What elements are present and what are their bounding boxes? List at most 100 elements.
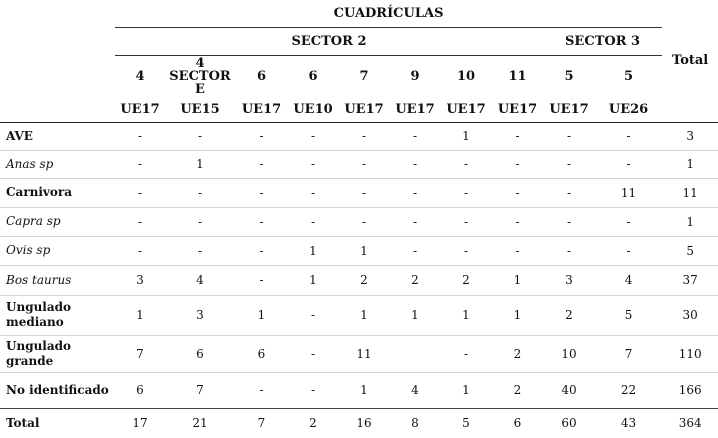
ue: UE17 bbox=[446, 101, 486, 117]
table-row: SECTOR 2 SECTOR 3 bbox=[0, 27, 718, 56]
cell: - bbox=[288, 206, 338, 236]
cell: 8 bbox=[390, 407, 440, 438]
cell: 11 bbox=[595, 177, 663, 207]
corner bbox=[0, 0, 115, 122]
cuadricula: 10 bbox=[456, 68, 476, 84]
row-label: Carnivora bbox=[0, 177, 115, 207]
row-label: No identificado bbox=[0, 371, 115, 408]
table-row: Ungulado mediano 1 3 1-1 1 1 1 2 5 30 bbox=[0, 294, 718, 335]
cell: 16 bbox=[338, 407, 390, 438]
cell: - bbox=[338, 149, 390, 178]
cell: - bbox=[165, 235, 235, 265]
row-label: Bos taurus bbox=[0, 264, 115, 295]
cell: 60 bbox=[543, 407, 595, 438]
cell: - bbox=[288, 334, 338, 372]
row-label: Ovis sp bbox=[0, 235, 115, 265]
cell: 7 bbox=[115, 334, 165, 372]
row-total: 11 bbox=[662, 177, 718, 207]
cell: 4 bbox=[390, 371, 440, 408]
cell: - bbox=[543, 235, 595, 265]
cell: - bbox=[235, 235, 288, 265]
cell: - bbox=[288, 371, 338, 408]
cuadricula: 11 bbox=[508, 68, 527, 84]
cell: - bbox=[492, 121, 543, 150]
cell: - bbox=[440, 149, 492, 178]
cell: - bbox=[115, 121, 165, 150]
cell: - bbox=[115, 206, 165, 236]
cuadricula: 5 bbox=[624, 68, 634, 84]
cell: 40 bbox=[543, 371, 595, 408]
cell: - bbox=[543, 149, 595, 178]
cell: - bbox=[338, 121, 390, 150]
sector: SECTOR 2 bbox=[115, 27, 543, 56]
cell: 3 bbox=[165, 294, 235, 335]
cuadricula: 5 bbox=[564, 68, 574, 84]
cell: - bbox=[115, 235, 165, 265]
cell: 1 bbox=[115, 294, 165, 335]
cell: - bbox=[235, 177, 288, 207]
cell: - bbox=[115, 177, 165, 207]
row-total: 5 bbox=[662, 235, 718, 265]
cell: 1 bbox=[338, 371, 390, 408]
cell: 2 bbox=[288, 407, 338, 438]
ue: UE10 bbox=[293, 101, 333, 117]
ue: UE17 bbox=[395, 101, 435, 117]
row-total: 110 bbox=[662, 334, 718, 372]
cell: - bbox=[165, 177, 235, 207]
cuadricula: 9 bbox=[410, 68, 420, 84]
cell: 3 bbox=[543, 264, 595, 295]
table-row: Ungulado grande 7 6 6-11-2 10 7 110 bbox=[0, 334, 718, 372]
cuadricula: 6 bbox=[256, 68, 267, 84]
cell: - bbox=[338, 206, 390, 236]
ue: UE26 bbox=[608, 101, 649, 117]
cell: 17 bbox=[115, 407, 165, 438]
cell: 1 bbox=[338, 235, 390, 265]
cell: 4 bbox=[595, 264, 663, 295]
cell: 5 bbox=[595, 294, 663, 335]
row-label: Anas sp bbox=[0, 149, 115, 178]
cell: 7 bbox=[595, 334, 663, 372]
cell: 1 bbox=[492, 294, 543, 335]
ue: UE17 bbox=[120, 101, 160, 117]
ue: UE17 bbox=[241, 101, 282, 117]
cell: - bbox=[390, 177, 440, 207]
cell: - bbox=[235, 121, 288, 150]
table-row: Total 17 21 7 2 16 8 5 6 60 43 364 bbox=[0, 407, 718, 438]
table-row: AVE - - - - - -1- - -3 bbox=[0, 121, 718, 150]
table-row: No identificado 6 7- -1 4 1 2 40 22 166 bbox=[0, 371, 718, 408]
table-row: Bos taurus 3 4-1 2 2 2 1 3 4 37 bbox=[0, 264, 718, 295]
cell: 6 bbox=[492, 407, 543, 438]
cell: 6 bbox=[235, 334, 288, 372]
cell: - bbox=[165, 206, 235, 236]
row-total: 3 bbox=[662, 121, 718, 150]
table-row: Capra sp - - - - - - - - - -1 bbox=[0, 206, 718, 236]
table-row: CUADRÍCULAS Total bbox=[0, 0, 718, 68]
cell: 2 bbox=[492, 334, 543, 372]
row-total: 1 bbox=[662, 206, 718, 236]
cell: 43 bbox=[595, 407, 663, 438]
cell: - bbox=[440, 177, 492, 207]
row-label: Capra sp bbox=[0, 206, 115, 236]
cell: 2 bbox=[543, 294, 595, 335]
cell: - bbox=[543, 121, 595, 150]
cell: 1 bbox=[440, 371, 492, 408]
cell: - bbox=[165, 121, 235, 150]
cell: 10 bbox=[543, 334, 595, 372]
ue: UE17 bbox=[549, 101, 589, 117]
table-row: UE17 UE15 UE17 UE10 UE17 UE17 UE17 UE17 UE17 UE26 bbox=[0, 97, 718, 122]
row-total: 37 bbox=[662, 264, 718, 295]
cell: 3 bbox=[115, 264, 165, 295]
cell: - bbox=[492, 177, 543, 207]
cell: - bbox=[235, 206, 288, 236]
cell: - bbox=[543, 177, 595, 207]
ue: UE15 bbox=[180, 101, 220, 117]
cell: - bbox=[288, 149, 338, 178]
row-label: AVE bbox=[0, 121, 115, 150]
cell: - bbox=[492, 206, 543, 236]
cell: - bbox=[440, 334, 492, 372]
cell: - bbox=[492, 235, 543, 265]
cell: 22 bbox=[595, 371, 663, 408]
cell: 2 bbox=[492, 371, 543, 408]
ue: UE17 bbox=[497, 101, 538, 117]
row-label: Ungulado grande bbox=[0, 334, 115, 372]
